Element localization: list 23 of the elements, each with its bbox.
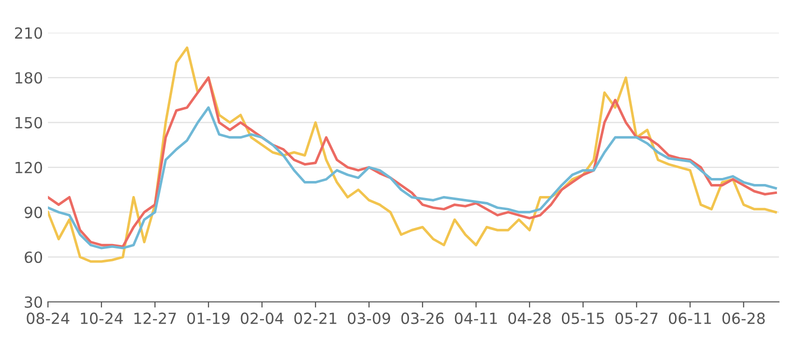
- x-tick-label: 05-15: [562, 312, 604, 324]
- x-tick-label: 01-19: [187, 312, 230, 324]
- x-tick-label: 03-26: [401, 312, 444, 324]
- x-tick-label: 05-27: [615, 312, 658, 324]
- x-tick-label: 04-28: [508, 312, 551, 324]
- line-series: [48, 76, 777, 248]
- x-tick-label: 08-24: [26, 312, 70, 324]
- x-tick-label: 06-28: [722, 312, 765, 324]
- line-series: [48, 106, 777, 250]
- x-tick-label: 03-09: [348, 312, 390, 324]
- x-tick-label: 12-27: [134, 312, 176, 324]
- y-tick-label: 30: [24, 296, 42, 308]
- x-tick-label: 02-21: [294, 312, 336, 324]
- x-tick-label: 06-11: [668, 312, 711, 324]
- y-tick-label: 210: [15, 27, 42, 39]
- y-tick-label: 90: [24, 206, 42, 218]
- y-tick-label: 150: [16, 116, 42, 128]
- x-tick-label: 04-11: [454, 312, 497, 324]
- y-tick-label: 120: [16, 162, 42, 174]
- y-tick-label: 180: [16, 72, 42, 84]
- y-tick-label: 60: [24, 251, 42, 264]
- x-tick-label: 02-04: [240, 312, 284, 324]
- x-tick-label: 10-24: [80, 312, 123, 324]
